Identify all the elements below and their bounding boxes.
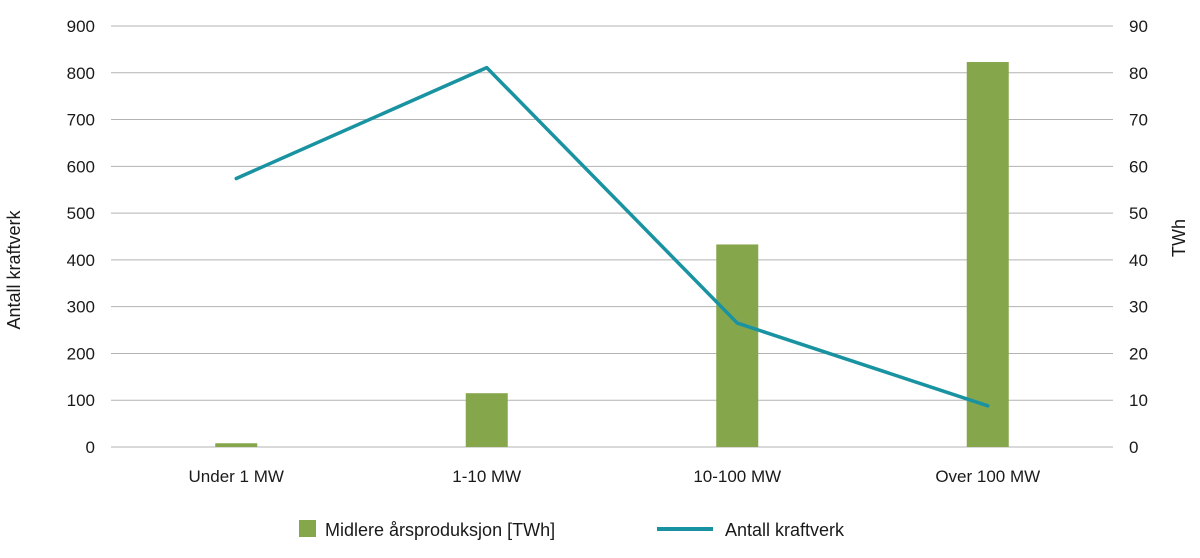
line-point [735, 321, 739, 325]
legend-bar-swatch [299, 520, 316, 537]
line-point [234, 176, 238, 180]
right-axis-ticks: 0 10 20 30 40 50 60 70 80 90 [1129, 17, 1148, 457]
legend: Midlere årsproduksjon [TWh] Antall kraft… [299, 520, 845, 540]
left-axis-ticks: 0 100 200 300 400 500 600 700 800 900 [67, 17, 95, 457]
left-tick-label: 500 [67, 204, 95, 223]
line-point [485, 66, 489, 70]
right-tick-label: 70 [1129, 111, 1148, 130]
legend-line-label: Antall kraftverk [725, 520, 845, 540]
left-tick-label: 800 [67, 64, 95, 83]
right-tick-label: 40 [1129, 251, 1148, 270]
right-axis-title: TWh [1169, 219, 1189, 257]
left-tick-label: 900 [67, 17, 95, 36]
left-tick-label: 700 [67, 111, 95, 130]
bar [215, 443, 258, 447]
left-tick-label: 600 [67, 157, 95, 176]
x-tick-label: Over 100 MW [935, 467, 1040, 486]
right-tick-label: 20 [1129, 344, 1148, 363]
right-tick-label: 60 [1129, 157, 1148, 176]
left-axis-title: Antall kraftverk [4, 209, 24, 329]
grid-lines [111, 25, 1113, 448]
bar [966, 62, 1009, 447]
legend-bar-label: Midlere årsproduksjon [TWh] [325, 520, 555, 540]
line-series [234, 65, 990, 408]
right-tick-label: 80 [1129, 64, 1148, 83]
x-tick-label: Under 1 MW [189, 467, 284, 486]
line-path [234, 65, 990, 408]
bar [716, 244, 759, 447]
right-tick-label: 50 [1129, 204, 1148, 223]
left-tick-label: 300 [67, 298, 95, 317]
bar [465, 393, 508, 447]
x-tick-label: 1-10 MW [452, 467, 521, 486]
x-tick-label: 10-100 MW [693, 467, 781, 486]
line-point [986, 404, 990, 408]
left-tick-label: 100 [67, 391, 95, 410]
left-tick-label: 400 [67, 251, 95, 270]
right-tick-label: 30 [1129, 298, 1148, 317]
x-axis-ticks: Under 1 MW 1-10 MW 10-100 MW Over 100 MW [189, 467, 1041, 486]
right-tick-label: 90 [1129, 17, 1148, 36]
left-tick-label: 200 [67, 344, 95, 363]
left-tick-label: 0 [86, 438, 95, 457]
bars [215, 62, 1009, 447]
right-tick-label: 10 [1129, 391, 1148, 410]
right-tick-label: 0 [1129, 438, 1138, 457]
